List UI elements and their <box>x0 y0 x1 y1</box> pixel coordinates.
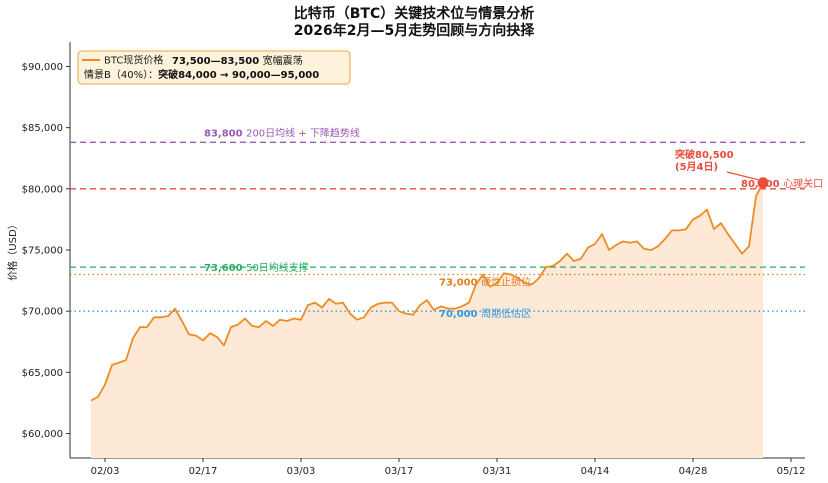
y-axis-label: 价格（USD） <box>6 219 19 280</box>
x-tick-label: 03/03 <box>287 466 316 477</box>
hline-label-3: 73,000 硬性止损位 <box>439 275 531 288</box>
legend-scenario-a-text: 宽幅震荡 <box>263 54 303 67</box>
legend-scenario-a-range: 73,500—83,500 <box>172 56 263 67</box>
legend-scenario-b-label: 情景B（40%）： <box>84 68 158 81</box>
x-tick-label: 04/28 <box>679 466 708 477</box>
breakout-label-line2: (5月4日) <box>675 161 718 173</box>
x-tick-label: 02/17 <box>189 466 218 477</box>
x-tick-label: 04/14 <box>581 466 610 477</box>
hline-label-value: 70,000 <box>439 309 481 320</box>
legend-scenario-b-text: 突破84,000 → 90,000—95,000 <box>158 68 319 81</box>
y-tick-label: $90,000 <box>22 62 63 73</box>
breakout-label-line1: 突破80,500 <box>675 148 734 161</box>
y-tick-label: $85,000 <box>22 123 63 134</box>
x-tick-label: 03/31 <box>483 466 512 477</box>
hline-label-text: 200日均线 + 下降趋势线 <box>246 126 360 139</box>
hline-label-text: 硬性止损位 <box>481 275 531 288</box>
legend-series-label: BTC现货价格 <box>104 54 163 67</box>
hline-label-text: 心理关口 <box>783 177 823 190</box>
breakout-point <box>757 177 769 189</box>
hline-label-0: 83,800 200日均线 + 下降趋势线 <box>204 126 360 139</box>
hline-label-value: 73,000 <box>439 277 481 288</box>
hline-label-value: 83,800 <box>204 128 246 139</box>
hline-label-text: 周期低估区 <box>481 307 531 320</box>
chart-title: 比特币（BTC）关键技术位与情景分析 <box>293 6 535 22</box>
legend-scenario-b: 情景B（40%）：突破84,000 → 90,000—95,000 <box>84 68 319 81</box>
hline-label-text: 50日均线支撑 <box>246 261 309 274</box>
y-tick-label: $60,000 <box>22 429 63 440</box>
legend-box <box>77 50 351 85</box>
x-tick-label: 02/03 <box>91 466 120 477</box>
y-tick-label: $80,000 <box>22 184 63 195</box>
hline-label-4: 70,000 周期低估区 <box>439 307 531 320</box>
legend-scenario-a: 73,500—83,500 宽幅震荡 <box>172 54 303 67</box>
series-line-btc <box>90 182 764 402</box>
breakout-arrow <box>726 171 759 181</box>
y-tick-label: $75,000 <box>22 246 63 257</box>
hline-label-value: 73,600 <box>204 263 246 274</box>
y-tick-label: $70,000 <box>22 307 63 318</box>
series-fill-area <box>91 182 763 458</box>
hline-label-2: 73,600 50日均线支撑 <box>204 261 309 274</box>
x-tick-label: 03/17 <box>385 466 414 477</box>
x-tick-label: 05/12 <box>777 466 806 477</box>
y-tick-label: $65,000 <box>22 368 63 379</box>
chart-subtitle: 2026年2月—5月走势回顾与方向抉择 <box>293 23 535 39</box>
